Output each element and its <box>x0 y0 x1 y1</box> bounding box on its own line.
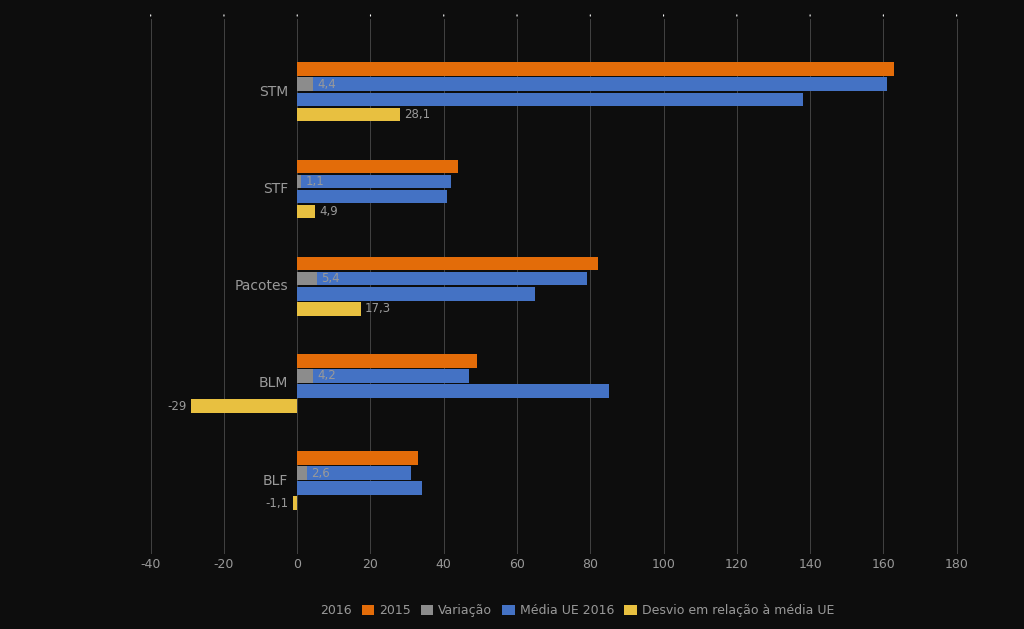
Text: 4,9: 4,9 <box>319 205 338 218</box>
Bar <box>297 466 307 480</box>
Text: 4,4: 4,4 <box>317 78 337 91</box>
Bar <box>297 62 894 76</box>
Bar <box>297 77 313 91</box>
Bar <box>297 205 315 218</box>
Text: Pacotes: Pacotes <box>234 279 288 293</box>
Bar <box>297 451 418 465</box>
Text: 17,3: 17,3 <box>365 303 391 315</box>
Text: STM: STM <box>259 85 288 99</box>
Bar <box>297 108 400 121</box>
Bar <box>297 369 312 382</box>
Bar <box>297 302 360 316</box>
Bar <box>297 272 317 286</box>
Text: -29: -29 <box>167 399 186 413</box>
Bar <box>297 272 587 286</box>
Text: STF: STF <box>263 182 288 196</box>
Text: BLF: BLF <box>263 474 288 487</box>
Legend: 2016, 2015, Variação, Média UE 2016, Desvio em relação à média UE: 2016, 2015, Variação, Média UE 2016, Des… <box>298 599 839 622</box>
Bar <box>297 257 598 270</box>
Bar <box>297 175 301 188</box>
Bar <box>297 369 469 382</box>
Text: 1,1: 1,1 <box>305 175 325 188</box>
Text: -1,1: -1,1 <box>265 497 289 509</box>
Text: 28,1: 28,1 <box>404 108 431 121</box>
Bar <box>297 466 411 480</box>
Bar <box>297 481 422 495</box>
Text: 4,2: 4,2 <box>317 369 336 382</box>
Text: BLM: BLM <box>259 376 288 391</box>
Bar <box>297 354 477 367</box>
Bar <box>297 190 447 203</box>
Text: 2,6: 2,6 <box>311 467 330 479</box>
Bar <box>297 175 452 188</box>
Bar <box>191 399 297 413</box>
Bar <box>297 287 536 301</box>
Bar <box>297 77 887 91</box>
Bar <box>297 92 803 106</box>
Text: 5,4: 5,4 <box>322 272 340 285</box>
Bar <box>297 384 608 398</box>
Bar <box>293 496 297 510</box>
Bar <box>297 160 459 173</box>
